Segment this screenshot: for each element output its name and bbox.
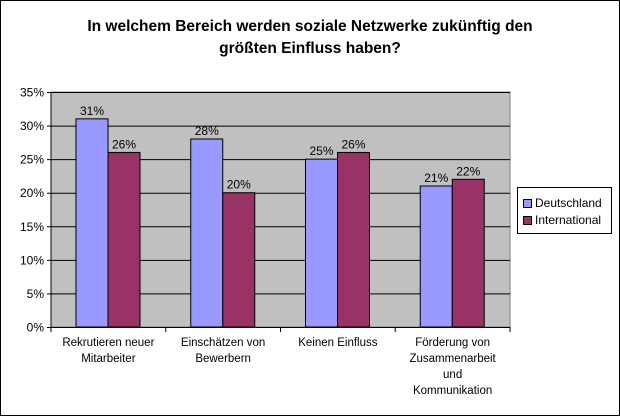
y-tick-label: 15% xyxy=(20,220,44,234)
data-label: 26% xyxy=(112,137,136,151)
chart-title: In welchem Bereich werden soziale Netzwe… xyxy=(87,18,533,57)
x-tick-label: Einschätzen von xyxy=(181,337,265,349)
y-tick-label: 10% xyxy=(20,253,44,267)
legend-label-international: International xyxy=(535,213,602,227)
y-tick-label: 20% xyxy=(20,186,44,200)
x-tick-label: Kommunikation xyxy=(413,385,492,397)
legend: Deutschland International xyxy=(517,187,612,234)
legend-swatch-international xyxy=(523,215,532,225)
bar xyxy=(222,192,256,328)
legend-item-deutschland: Deutschland xyxy=(523,195,602,211)
y-tick-label: 5% xyxy=(27,287,45,301)
x-tick-label: und xyxy=(443,369,462,381)
data-label: 20% xyxy=(227,178,251,192)
bar xyxy=(451,178,485,328)
bar xyxy=(75,118,109,328)
data-label: 26% xyxy=(341,137,365,151)
bar xyxy=(305,158,338,328)
bar xyxy=(107,151,141,328)
y-tick-label: 25% xyxy=(20,153,44,167)
x-tick-label: Rekrutieren neuer xyxy=(62,337,154,349)
legend-swatch-deutschland xyxy=(523,198,532,208)
data-label: 25% xyxy=(309,144,333,158)
legend-label-deutschland: Deutschland xyxy=(535,196,602,210)
y-tick-label: 0% xyxy=(27,321,45,335)
legend-item-international: International xyxy=(523,212,601,228)
x-tick-label: Keinen Einfluss xyxy=(298,337,378,349)
x-tick-label: Bewerbern xyxy=(195,353,251,365)
y-tick-label: 30% xyxy=(20,119,44,133)
x-tick-label: Mitarbeiter xyxy=(81,353,135,365)
data-label: 31% xyxy=(80,104,104,118)
x-tick-label: Förderung von xyxy=(415,337,490,349)
bar xyxy=(190,138,224,328)
y-tick-label: 35% xyxy=(20,86,44,100)
bar xyxy=(419,185,453,328)
data-label: 21% xyxy=(424,171,448,185)
data-label: 22% xyxy=(456,164,480,178)
x-tick-label: Zusammenarbeit xyxy=(409,353,496,365)
bar xyxy=(337,151,370,328)
data-label: 28% xyxy=(195,124,219,138)
